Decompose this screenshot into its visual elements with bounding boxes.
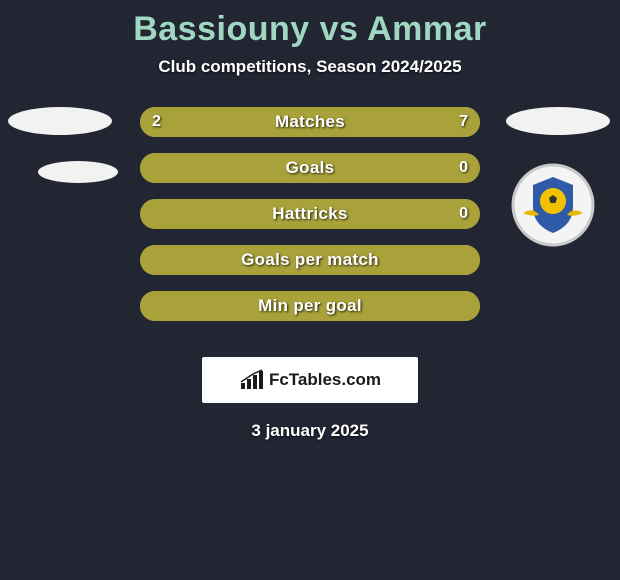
bar-value-right: 0 bbox=[459, 205, 468, 223]
bar-label: Matches bbox=[140, 112, 480, 132]
subtitle: Club competitions, Season 2024/2025 bbox=[0, 57, 620, 77]
bar-row: Matches2 7 bbox=[140, 107, 480, 137]
bar-value-left: 2 bbox=[152, 113, 161, 131]
bar-label: Min per goal bbox=[140, 296, 480, 316]
left-player-icons bbox=[8, 107, 112, 135]
bar-row: Min per goal bbox=[140, 291, 480, 321]
club-badge-svg bbox=[511, 163, 595, 247]
ellipse-icon bbox=[506, 107, 610, 135]
source-logo: FcTables.com bbox=[202, 357, 418, 403]
comparison-bars: Matches27Goals0Hattricks0Goals per match… bbox=[140, 107, 480, 337]
bar-row: Goals per match bbox=[140, 245, 480, 275]
bar-value-right: 0 bbox=[459, 159, 468, 177]
bar-label: Hattricks bbox=[140, 204, 480, 224]
date-label: 3 january 2025 bbox=[0, 421, 620, 441]
logo-inner: FcTables.com bbox=[239, 369, 381, 391]
bar-label: Goals bbox=[140, 158, 480, 178]
bar-value-right: 7 bbox=[459, 113, 468, 131]
bar-label: Goals per match bbox=[140, 250, 480, 270]
logo-text: FcTables.com bbox=[269, 370, 381, 390]
bar-row: Hattricks0 bbox=[140, 199, 480, 229]
page-title: Bassiouny vs Ammar bbox=[0, 0, 620, 49]
ellipse-icon bbox=[8, 107, 112, 135]
bars-chart-icon bbox=[239, 369, 265, 391]
page-root: Bassiouny vs Ammar Club competitions, Se… bbox=[0, 0, 620, 580]
club-badge-icon bbox=[511, 163, 595, 247]
right-player-icons bbox=[506, 107, 610, 135]
ellipse-icon bbox=[38, 161, 118, 183]
chart-area: Matches27Goals0Hattricks0Goals per match… bbox=[0, 107, 620, 347]
bar-row: Goals0 bbox=[140, 153, 480, 183]
